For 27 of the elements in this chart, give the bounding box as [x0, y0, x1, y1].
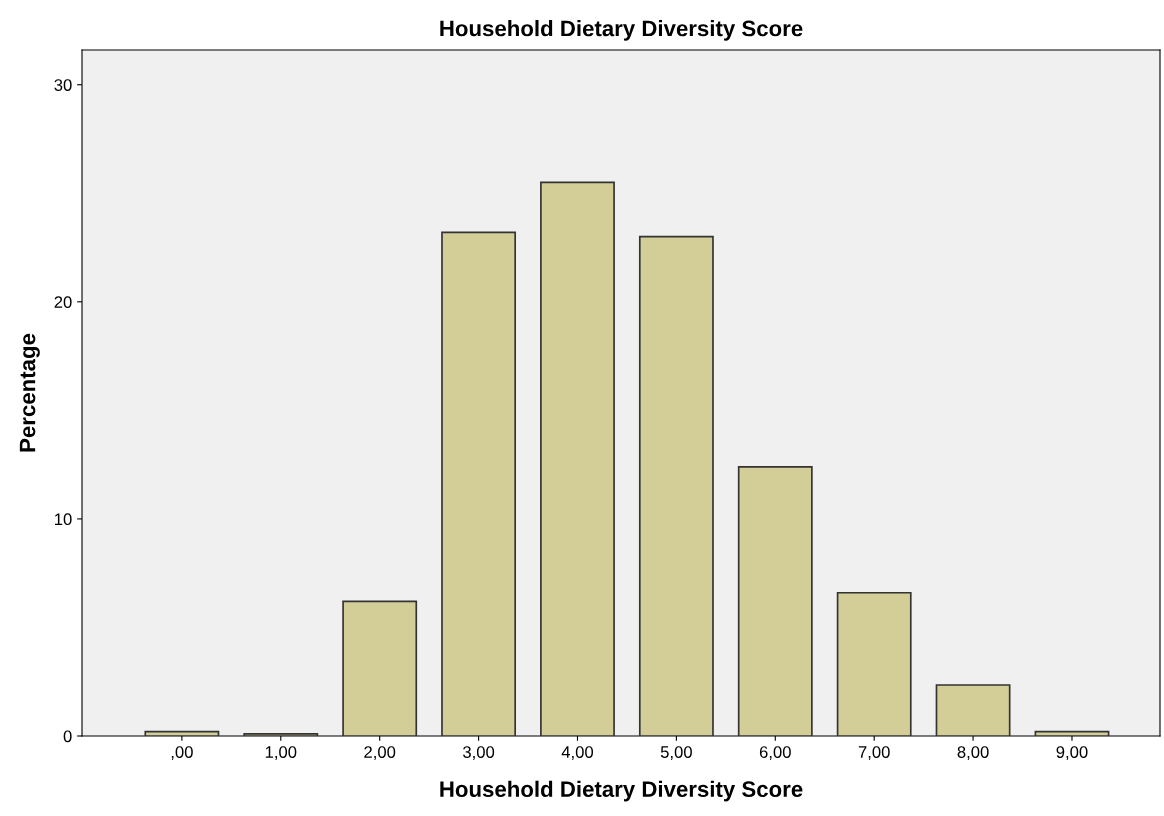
- x-tick-label: 5,00: [660, 746, 692, 760]
- x-tick-label: 1,00: [265, 746, 297, 760]
- bar: [144, 730, 220, 736]
- bar: [1034, 730, 1110, 736]
- y-tick-label: 30: [54, 79, 72, 91]
- x-tick-label: ,00: [171, 746, 193, 760]
- y-tick-label: 0: [63, 730, 72, 743]
- chart-title: Household Dietary Diversity Score: [440, 20, 803, 41]
- x-tick-label: 9,00: [1056, 746, 1088, 760]
- y-tick-label: 20: [54, 296, 72, 309]
- bar: [441, 231, 517, 736]
- bar: [836, 591, 912, 736]
- bar: [935, 684, 1011, 736]
- x-tick-label: 6,00: [759, 746, 791, 760]
- y-tick-label: 10: [55, 513, 72, 526]
- bar: [540, 181, 615, 736]
- bar: [737, 465, 813, 736]
- bar: [243, 732, 319, 736]
- x-tick-label: 2,00: [364, 746, 396, 760]
- x-axis-title: Household Dietary Diversity Score: [440, 780, 803, 802]
- bar: [638, 235, 714, 736]
- x-tick-label: 4,00: [561, 746, 594, 760]
- x-tick-label: 8,00: [957, 746, 989, 760]
- x-tick-label: 7,00: [858, 746, 890, 760]
- y-axis-title: Percentage: [19, 333, 40, 452]
- x-tick-label: 3,00: [463, 746, 495, 760]
- bar: [342, 600, 418, 736]
